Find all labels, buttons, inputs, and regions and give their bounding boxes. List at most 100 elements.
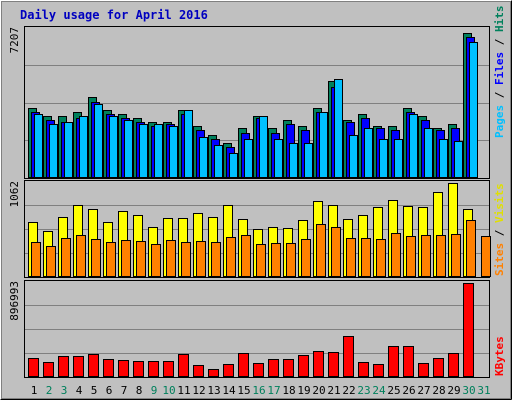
day-label: 7 <box>121 384 128 397</box>
day-label: 16 <box>252 384 265 397</box>
sites-bar <box>151 244 161 277</box>
kbytes-bar <box>163 361 174 377</box>
day-label: 13 <box>207 384 220 397</box>
day-label: 12 <box>192 384 205 397</box>
day-label: 11 <box>177 384 190 397</box>
day-label: 3 <box>61 384 68 397</box>
day-label: 6 <box>106 384 113 397</box>
legend-files: Files <box>493 52 506 85</box>
sites-bar <box>481 236 491 277</box>
kbytes-bar <box>118 360 129 377</box>
sites-bar <box>376 239 386 277</box>
sites-bar <box>76 235 86 277</box>
day-label: 1 <box>31 384 38 397</box>
sites-bar <box>31 242 41 277</box>
pages-bar <box>124 120 133 178</box>
kbytes-bar <box>358 362 369 377</box>
pages-bar <box>154 124 163 178</box>
kbytes-max-label: 896993 <box>8 281 21 321</box>
sites-bar <box>166 240 176 277</box>
day-label: 8 <box>136 384 143 397</box>
sites-bar <box>316 224 326 277</box>
pages-bar <box>454 141 463 178</box>
sites-bar <box>121 240 131 277</box>
kbytes-bar <box>418 363 429 377</box>
day-label: 10 <box>162 384 175 397</box>
legend-visits: Visits <box>493 183 506 223</box>
pages-bar <box>334 79 343 178</box>
day-label: 17 <box>267 384 280 397</box>
chart-bars <box>28 33 491 377</box>
sites-bar <box>196 241 206 277</box>
kbytes-bar <box>133 361 144 377</box>
pages-bar <box>109 116 118 178</box>
kbytes-bar <box>463 283 474 377</box>
sites-bar <box>466 220 476 277</box>
legend-kbytes: KBytes <box>493 336 506 376</box>
day-label: 23 <box>357 384 370 397</box>
sites-bar <box>346 238 356 277</box>
day-label: 28 <box>432 384 445 397</box>
kbytes-bar <box>193 365 204 377</box>
pages-bar <box>409 114 418 178</box>
kbytes-bar <box>208 369 219 377</box>
sites-bar <box>391 233 401 277</box>
pages-bar <box>199 137 208 178</box>
legend-pages: Pages <box>493 105 506 138</box>
pages-bar <box>94 104 103 178</box>
sites-bar <box>406 236 416 277</box>
kbytes-bar <box>148 361 159 377</box>
sites-bar <box>421 235 431 277</box>
legend-hits: Hits <box>493 6 506 33</box>
kbytes-bar <box>298 355 309 377</box>
day-labels: 1 2 3 4 5 6 7 8 9 10 11 12 13 14 15 16 17 18 19 20 21 22 23 24 2… <box>31 384 491 397</box>
day-label: 21 <box>327 384 340 397</box>
day-label: 20 <box>312 384 325 397</box>
day-label: 19 <box>297 384 310 397</box>
pages-bar <box>289 143 298 178</box>
chart-title: Daily usage for April 2016 <box>20 8 208 22</box>
pages-bar <box>214 145 223 178</box>
pages-bar <box>64 122 73 178</box>
sites-bar <box>256 244 266 277</box>
pages-bar <box>364 128 373 178</box>
kbytes-bar <box>268 359 279 377</box>
pages-bar <box>79 116 88 178</box>
visits-max-label: 1062 <box>8 181 21 208</box>
visits-legend: Sites / Visits <box>493 183 506 276</box>
pages-bar <box>319 112 328 178</box>
hits-max-label: 7207 <box>8 27 21 54</box>
sites-bar <box>436 235 446 277</box>
sites-bar <box>331 227 341 277</box>
kbytes-bar <box>403 346 414 377</box>
kbytes-bar <box>43 362 54 377</box>
pages-bar <box>184 110 193 178</box>
pages-bar <box>49 124 58 178</box>
day-label: 18 <box>282 384 295 397</box>
kbytes-bar <box>433 358 444 377</box>
pages-bar <box>469 42 478 178</box>
kbytes-bar <box>73 356 84 377</box>
kbytes-bar <box>223 364 234 377</box>
kbytes-bar <box>343 336 354 377</box>
sites-bar <box>91 239 101 277</box>
kbytes-bar <box>388 346 399 377</box>
sites-bar <box>46 246 56 277</box>
sites-bar <box>241 235 251 277</box>
day-label: 5 <box>91 384 98 397</box>
pages-bar <box>34 114 43 178</box>
kbytes-bar <box>313 351 324 377</box>
day-label: 9 <box>151 384 158 397</box>
kbytes-bar <box>58 356 69 377</box>
day-label: 31 <box>477 384 490 397</box>
sites-bar <box>226 237 236 277</box>
kbytes-bar <box>448 353 459 377</box>
pages-bar <box>379 139 388 178</box>
pages-bar <box>394 139 403 178</box>
pages-bar <box>424 128 433 178</box>
pages-bar <box>259 116 268 178</box>
day-label: 30 <box>462 384 475 397</box>
sites-bar <box>106 242 116 277</box>
